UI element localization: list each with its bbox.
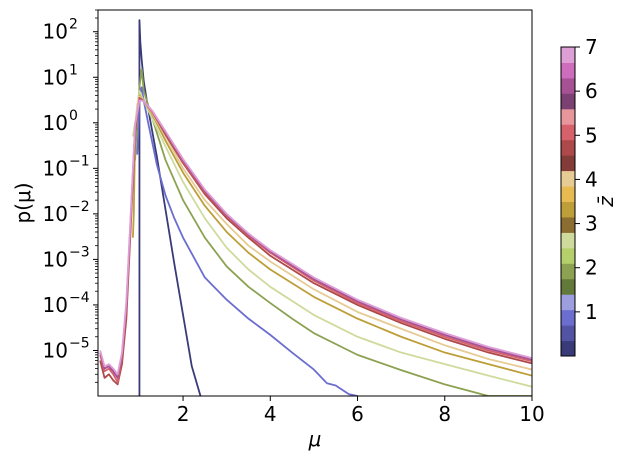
x-tick-label-4: 8: [438, 402, 451, 426]
series-line-5: [131, 94, 532, 377]
colorbar-swatch-16: [561, 108, 575, 125]
series-line-6: [133, 95, 532, 371]
colorbar-tick-label-2: 2: [585, 256, 598, 280]
series-line-2: [136, 86, 358, 396]
colorbar-swatch-12: [561, 170, 575, 187]
x-tick-label-3: 6: [351, 402, 364, 426]
series-line-3: [134, 68, 532, 396]
x-tick-label-5: 10: [519, 402, 544, 426]
colorbar-swatch-10: [561, 201, 575, 218]
colorbar-swatch-18: [561, 77, 575, 94]
y-tick-label-3: 10: [43, 111, 68, 135]
plot-frame: [97, 9, 533, 397]
y-tick-exponent-1: 2: [69, 17, 78, 33]
y-tick-label-7: 10: [43, 293, 68, 317]
x-axis: 2 4 6 8 10: [177, 396, 545, 426]
colorbar-swatch-7: [561, 247, 575, 264]
colorbar-tick-label-5: 5: [585, 123, 598, 147]
x-tick-label-1: 2: [177, 402, 190, 426]
colorbar-swatch-13: [561, 155, 575, 172]
colorbar-swatch-6: [561, 263, 575, 280]
colorbar-label: z̄: [594, 196, 618, 208]
y-tick-label-5: 10: [43, 202, 68, 226]
colorbar-frame: [560, 46, 576, 357]
colorbar-swatch-19: [561, 62, 575, 79]
colorbar-tick-label-3: 3: [585, 212, 598, 236]
colorbar-swatch-8: [561, 232, 575, 249]
colorbar-swatch-15: [561, 124, 575, 141]
colorbar-tick-label-6: 6: [585, 79, 598, 103]
y-tick-exponent-6: −3: [69, 244, 90, 260]
colorbar-swatch-9: [561, 216, 575, 233]
colorbar-swatch-4: [561, 294, 575, 311]
x-axis-label: μ: [308, 427, 322, 451]
colorbar-swatch-2: [561, 325, 575, 342]
y-tick-label-1: 10: [43, 20, 68, 44]
y-tick-exponent-5: −2: [69, 199, 90, 215]
colorbar: 1 2 3 4 5 6 7: [560, 35, 598, 357]
colorbar-swatch-1: [561, 340, 575, 357]
y-tick-label-4: 10: [43, 156, 68, 180]
colorbar-tick-label-7: 7: [585, 35, 598, 59]
y-tick-exponent-2: 1: [69, 62, 78, 78]
y-tick-exponent-7: −4: [69, 290, 90, 306]
y-tick-label-8: 10: [43, 338, 68, 362]
y-axis-label: p(μ): [11, 182, 35, 223]
colorbar-swatch-14: [561, 139, 575, 156]
colorbar-swatch-5: [561, 278, 575, 295]
colorbar-swatch-20: [561, 47, 575, 63]
colorbar-swatch-3: [561, 309, 575, 326]
colorbar-swatch-11: [561, 186, 575, 202]
colorbar-tick-label-4: 4: [585, 167, 598, 191]
y-tick-label-2: 10: [43, 65, 68, 89]
series-layer: [99, 19, 532, 396]
x-tick-label-2: 4: [264, 402, 277, 426]
series-line-1: [138, 19, 202, 396]
y-tick-label-6: 10: [43, 247, 68, 271]
colorbar-swatch-17: [561, 93, 575, 110]
y-tick-exponent-8: −5: [69, 335, 90, 351]
y-tick-exponent-3: 0: [69, 108, 78, 124]
series-line-10: [99, 99, 532, 376]
colorbar-tick-label-1: 1: [585, 300, 598, 324]
y-tick-exponent-4: −1: [69, 153, 90, 169]
